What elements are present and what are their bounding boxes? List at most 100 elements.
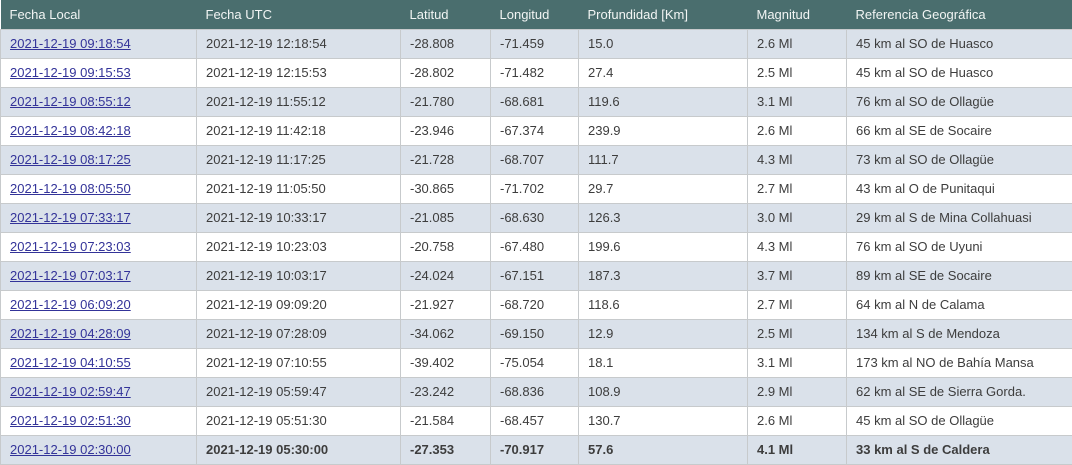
event-detail-link[interactable]: 2021-12-19 02:59:47 [10,384,131,399]
event-detail-link[interactable]: 2021-12-19 02:51:30 [10,413,131,428]
event-detail-link[interactable]: 2021-12-19 08:05:50 [10,181,131,196]
fecha-local-cell: 2021-12-19 09:18:54 [1,29,197,58]
fecha-local-cell: 2021-12-19 02:30:00 [1,435,197,464]
fecha-local-cell: 2021-12-19 04:10:55 [1,348,197,377]
column-header-profundidad: Profundidad [Km] [579,0,748,29]
column-header-referencia: Referencia Geográfica [847,0,1072,29]
latitud-cell: -30.865 [401,174,491,203]
longitud-cell: -71.459 [491,29,579,58]
fecha-local-cell: 2021-12-19 06:09:20 [1,290,197,319]
profundidad-cell: 199.6 [579,232,748,261]
profundidad-cell: 29.7 [579,174,748,203]
event-detail-link[interactable]: 2021-12-19 07:03:17 [10,268,131,283]
event-detail-link[interactable]: 2021-12-19 08:17:25 [10,152,131,167]
latitud-cell: -24.024 [401,261,491,290]
fecha-utc-cell: 2021-12-19 11:42:18 [197,116,401,145]
referencia-cell: 76 km al SO de Uyuni [847,232,1072,261]
event-detail-link[interactable]: 2021-12-19 06:09:20 [10,297,131,312]
profundidad-cell: 126.3 [579,203,748,232]
event-detail-link[interactable]: 2021-12-19 04:10:55 [10,355,131,370]
event-detail-link[interactable]: 2021-12-19 02:30:00 [10,442,131,457]
latitud-cell: -34.062 [401,319,491,348]
event-detail-link[interactable]: 2021-12-19 08:42:18 [10,123,131,138]
magnitud-cell: 4.1 Ml [748,435,847,464]
event-row: 2021-12-19 08:55:12 2021-12-19 11:55:12-2… [1,87,1072,116]
referencia-cell: 66 km al SE de Socaire [847,116,1072,145]
latitud-cell: -27.353 [401,435,491,464]
fecha-utc-cell: 2021-12-19 10:03:17 [197,261,401,290]
referencia-cell: 33 km al S de Caldera [847,435,1072,464]
latitud-cell: -20.758 [401,232,491,261]
column-header-magnitud: Magnitud [748,0,847,29]
referencia-cell: 29 km al S de Mina Collahuasi [847,203,1072,232]
fecha-local-cell: 2021-12-19 08:42:18 [1,116,197,145]
latitud-cell: -23.946 [401,116,491,145]
fecha-local-cell: 2021-12-19 02:51:30 [1,406,197,435]
event-detail-link[interactable]: 2021-12-19 09:15:53 [10,65,131,80]
magnitud-cell: 3.0 Ml [748,203,847,232]
latitud-cell: -21.780 [401,87,491,116]
fecha-utc-cell: 2021-12-19 12:18:54 [197,29,401,58]
latitud-cell: -21.584 [401,406,491,435]
fecha-utc-cell: 2021-12-19 10:23:03 [197,232,401,261]
longitud-cell: -69.150 [491,319,579,348]
fecha-utc-cell: 2021-12-19 05:59:47 [197,377,401,406]
fecha-local-cell: 2021-12-19 07:23:03 [1,232,197,261]
fecha-utc-cell: 2021-12-19 11:05:50 [197,174,401,203]
profundidad-cell: 12.9 [579,319,748,348]
event-detail-link[interactable]: 2021-12-19 08:55:12 [10,94,131,109]
column-header-fecha-utc: Fecha UTC [197,0,401,29]
longitud-cell: -68.457 [491,406,579,435]
event-row: 2021-12-19 02:30:00 2021-12-19 05:30:00-2… [1,435,1072,464]
event-row: 2021-12-19 07:03:17 2021-12-19 10:03:17-2… [1,261,1072,290]
longitud-cell: -71.482 [491,58,579,87]
profundidad-cell: 239.9 [579,116,748,145]
event-row: 2021-12-19 07:23:03 2021-12-19 10:23:03-2… [1,232,1072,261]
event-detail-link[interactable]: 2021-12-19 07:23:03 [10,239,131,254]
table-header-row: Fecha Local Fecha UTC Latitud Longitud P… [1,0,1072,29]
profundidad-cell: 111.7 [579,145,748,174]
fecha-local-cell: 2021-12-19 09:15:53 [1,58,197,87]
magnitud-cell: 2.7 Ml [748,290,847,319]
fecha-utc-cell: 2021-12-19 11:55:12 [197,87,401,116]
event-row: 2021-12-19 06:09:20 2021-12-19 09:09:20-2… [1,290,1072,319]
magnitud-cell: 2.5 Ml [748,319,847,348]
latitud-cell: -21.927 [401,290,491,319]
fecha-utc-cell: 2021-12-19 07:10:55 [197,348,401,377]
fecha-utc-cell: 2021-12-19 05:51:30 [197,406,401,435]
referencia-cell: 173 km al NO de Bahía Mansa [847,348,1072,377]
column-header-fecha-local: Fecha Local [1,0,197,29]
fecha-local-cell: 2021-12-19 08:05:50 [1,174,197,203]
profundidad-cell: 18.1 [579,348,748,377]
longitud-cell: -68.836 [491,377,579,406]
event-detail-link[interactable]: 2021-12-19 04:28:09 [10,326,131,341]
event-row: 2021-12-19 02:51:30 2021-12-19 05:51:30-2… [1,406,1072,435]
fecha-utc-cell: 2021-12-19 12:15:53 [197,58,401,87]
fecha-utc-cell: 2021-12-19 05:30:00 [197,435,401,464]
fecha-utc-cell: 2021-12-19 10:33:17 [197,203,401,232]
profundidad-cell: 187.3 [579,261,748,290]
referencia-cell: 45 km al SO de Ollagüe [847,406,1072,435]
fecha-utc-cell: 2021-12-19 09:09:20 [197,290,401,319]
longitud-cell: -67.374 [491,116,579,145]
magnitud-cell: 2.6 Ml [748,29,847,58]
event-detail-link[interactable]: 2021-12-19 09:18:54 [10,36,131,51]
longitud-cell: -67.480 [491,232,579,261]
event-detail-link[interactable]: 2021-12-19 07:33:17 [10,210,131,225]
magnitud-cell: 4.3 Ml [748,145,847,174]
longitud-cell: -68.681 [491,87,579,116]
fecha-local-cell: 2021-12-19 08:17:25 [1,145,197,174]
magnitud-cell: 4.3 Ml [748,232,847,261]
profundidad-cell: 27.4 [579,58,748,87]
fecha-utc-cell: 2021-12-19 11:17:25 [197,145,401,174]
referencia-cell: 76 km al SO de Ollagüe [847,87,1072,116]
magnitud-cell: 3.7 Ml [748,261,847,290]
magnitud-cell: 2.5 Ml [748,58,847,87]
profundidad-cell: 108.9 [579,377,748,406]
